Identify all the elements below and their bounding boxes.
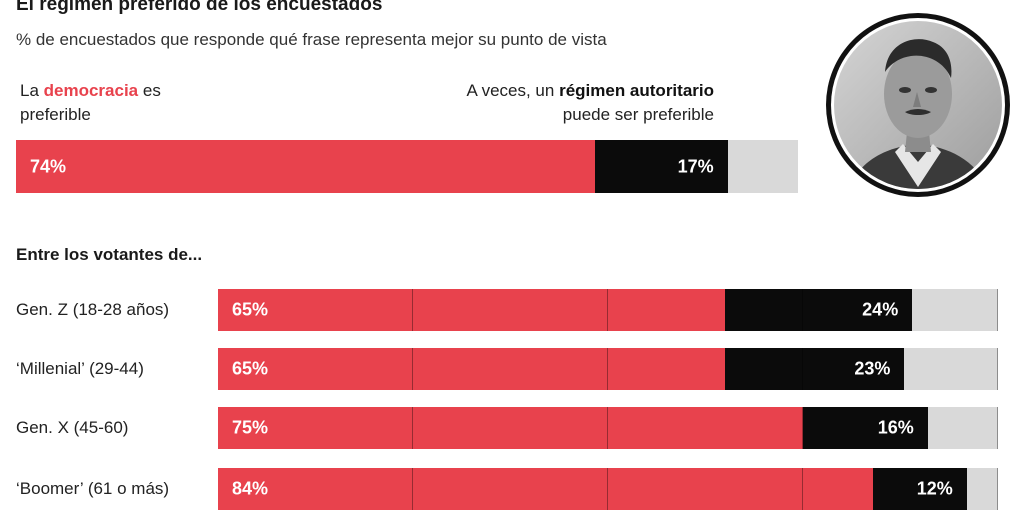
group-bar-3-authoritarian-label: 16% [877, 417, 914, 438]
row-label: ‘Boomer’ (61 o más) [16, 479, 169, 499]
chart-title: El régimen preferido de los encuestados [16, 0, 383, 15]
total-bar-authoritarian-segment [594, 140, 728, 193]
row-label-name: ‘Millenial’ [16, 359, 85, 378]
group-bar-1-gridline-100 [997, 289, 998, 331]
group-bar-3-gridline-75 [802, 407, 803, 449]
group-bar-2-gridline-25 [412, 348, 413, 390]
group-bar-2-gridline-50 [607, 348, 608, 390]
group-bar: 65% 23% [218, 348, 998, 390]
group-bar-1-authoritarian-segment [725, 289, 913, 331]
row-label-name: ‘Boomer’ [16, 479, 84, 498]
group-bar-2-democracy-segment [218, 348, 725, 390]
row-label-range: (18-28 años) [67, 300, 170, 319]
row-label-range: (45-60) [68, 418, 129, 437]
legend-authoritarian-pre: A veces, un [466, 81, 560, 100]
total-bar-authoritarian-label: 17% [677, 156, 714, 176]
group-bar-4-authoritarian-label: 12% [916, 478, 953, 499]
legend-authoritarian-line2: puede ser preferible [562, 105, 714, 124]
group-bar-1-gridline-75 [802, 289, 803, 331]
group-bar-2-authoritarian-label: 23% [854, 358, 891, 379]
legend-democracy-emph: democracia [43, 81, 139, 100]
group-bar: 65% 24% [218, 289, 998, 331]
group-bar-3-gridline-50 [607, 407, 608, 449]
row-label: ‘Millenial’ (29-44) [16, 359, 144, 379]
row-label-range: (29-44) [84, 359, 144, 378]
row-label-name: Gen. X [16, 418, 69, 437]
group-bar-4-gridline-75 [802, 468, 803, 510]
group-bar-1-gridline-50 [607, 289, 608, 331]
legend-democracy: La democracia es preferible [20, 79, 161, 127]
group-bar-3-gridline-100 [997, 407, 998, 449]
row-label: Gen. Z (18-28 años) [16, 300, 169, 320]
group-bar-1-democracy-label: 65% [232, 299, 269, 320]
legend-democracy-pre: La [20, 81, 44, 100]
legend-authoritarian: A veces, un régimen autoritario puede se… [466, 79, 714, 127]
group-bar-4-democracy-segment [218, 468, 874, 510]
row-label-range: (61 o más) [83, 479, 170, 498]
legend-authoritarian-emph: régimen autoritario [559, 81, 714, 100]
group-bar-3-democracy-label: 75% [232, 417, 269, 438]
portrait-svg [826, 13, 1010, 197]
group-bar-2-gridline-100 [997, 348, 998, 390]
section-heading: Entre los votantes de... [16, 245, 203, 264]
group-bar: 84% 12% [218, 468, 998, 510]
total-bar-democracy-segment [16, 140, 595, 193]
group-bar-4-democracy-label: 84% [232, 478, 269, 499]
group-bar-2-gridline-75 [802, 348, 803, 390]
row-label: Gen. X (45-60) [16, 418, 128, 438]
chart-subtitle: % de encuestados que responde qué frase … [16, 30, 607, 49]
row-label-name: Gen. Z [16, 300, 68, 319]
total-bar: 74% 17% [16, 140, 798, 193]
portrait-image [825, 12, 1011, 198]
group-bar-1-authoritarian-label: 24% [862, 299, 899, 320]
legend-democracy-line2: preferible [20, 105, 91, 124]
group-bar-2-authoritarian-segment [725, 348, 905, 390]
group-bar-1-democracy-segment [218, 289, 725, 331]
group-bar-4-authoritarian-segment [873, 468, 967, 510]
group-bar-2-democracy-label: 65% [232, 358, 269, 379]
portrait-photo [834, 21, 1002, 189]
group-bar-3-gridline-25 [412, 407, 413, 449]
total-bar-democracy-label: 74% [30, 156, 67, 176]
group-bar-4-gridline-100 [997, 468, 998, 510]
group-bar-3-democracy-segment [218, 407, 803, 449]
group-bar-4-gridline-50 [607, 468, 608, 510]
group-bar-4-gridline-25 [412, 468, 413, 510]
group-bar: 75% 16% [218, 407, 998, 449]
group-bar-1-gridline-25 [412, 289, 413, 331]
legend-democracy-post: es [138, 81, 161, 100]
group-bar-3-authoritarian-segment [803, 407, 928, 449]
